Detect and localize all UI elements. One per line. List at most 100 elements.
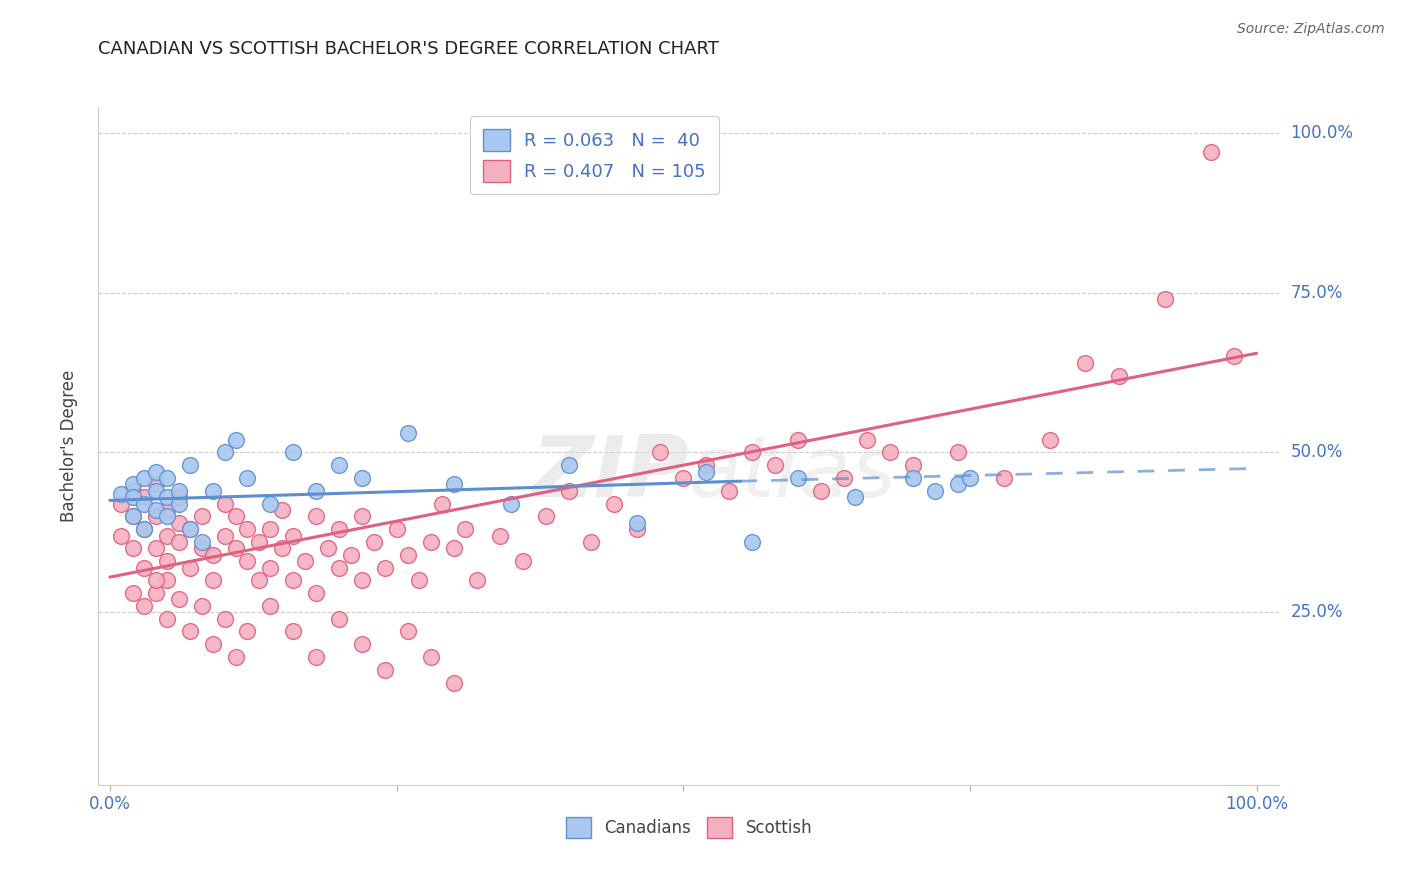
Text: ZIP: ZIP	[531, 432, 689, 515]
Point	[443, 541, 465, 556]
Point	[408, 574, 430, 588]
Point	[283, 624, 305, 639]
Point	[374, 663, 396, 677]
Point	[190, 599, 212, 613]
Point	[328, 560, 350, 574]
Point	[328, 458, 350, 473]
Point	[741, 535, 763, 549]
Point	[924, 483, 946, 498]
Point	[167, 535, 190, 549]
Point	[134, 522, 156, 536]
Point	[695, 458, 717, 473]
Point	[396, 548, 419, 562]
Point	[156, 490, 179, 504]
Point	[259, 560, 281, 574]
Point	[581, 535, 603, 549]
Point	[179, 560, 201, 574]
Point	[202, 574, 225, 588]
Point	[236, 522, 259, 536]
Point	[283, 445, 305, 459]
Point	[352, 574, 374, 588]
Point	[247, 574, 270, 588]
Point	[156, 503, 179, 517]
Point	[844, 490, 866, 504]
Point	[167, 483, 190, 498]
Point	[134, 560, 156, 574]
Point	[110, 487, 132, 501]
Point	[557, 483, 579, 498]
Point	[832, 471, 855, 485]
Point	[167, 516, 190, 530]
Point	[121, 490, 143, 504]
Point	[283, 528, 305, 542]
Point	[855, 433, 877, 447]
Point	[110, 528, 132, 542]
Point	[190, 509, 212, 524]
Point	[156, 509, 179, 524]
Point	[121, 509, 143, 524]
Point	[259, 497, 281, 511]
Point	[879, 445, 901, 459]
Point	[432, 497, 454, 511]
Point	[948, 477, 970, 491]
Point	[134, 497, 156, 511]
Point	[352, 637, 374, 651]
Point	[270, 541, 292, 556]
Point	[352, 509, 374, 524]
Point	[225, 509, 247, 524]
Point	[283, 574, 305, 588]
Point	[501, 497, 523, 511]
Point	[305, 483, 328, 498]
Point	[1108, 368, 1130, 383]
Point	[225, 433, 247, 447]
Point	[145, 503, 167, 517]
Point	[190, 541, 212, 556]
Point	[179, 458, 201, 473]
Point	[167, 497, 190, 511]
Point	[156, 554, 179, 568]
Point	[179, 522, 201, 536]
Point	[121, 477, 143, 491]
Point	[121, 541, 143, 556]
Point	[534, 509, 557, 524]
Point	[179, 624, 201, 639]
Point	[167, 592, 190, 607]
Point	[1039, 433, 1062, 447]
Text: 25.0%: 25.0%	[1291, 603, 1343, 622]
Point	[1153, 292, 1175, 306]
Point	[145, 574, 167, 588]
Point	[156, 612, 179, 626]
Point	[305, 586, 328, 600]
Point	[134, 471, 156, 485]
Point	[443, 477, 465, 491]
Point	[374, 560, 396, 574]
Point	[339, 548, 361, 562]
Point	[134, 522, 156, 536]
Point	[259, 522, 281, 536]
Point	[121, 586, 143, 600]
Point	[454, 522, 477, 536]
Point	[557, 458, 579, 473]
Point	[786, 471, 808, 485]
Point	[512, 554, 534, 568]
Point	[993, 471, 1015, 485]
Point	[488, 528, 510, 542]
Point	[225, 650, 247, 665]
Point	[167, 490, 190, 504]
Point	[236, 624, 259, 639]
Point	[385, 522, 408, 536]
Point	[626, 516, 648, 530]
Point	[352, 471, 374, 485]
Point	[110, 497, 132, 511]
Text: 100.0%: 100.0%	[1291, 124, 1354, 142]
Point	[145, 509, 167, 524]
Point	[959, 471, 981, 485]
Point	[270, 503, 292, 517]
Point	[695, 465, 717, 479]
Point	[121, 509, 143, 524]
Point	[202, 483, 225, 498]
Point	[1222, 350, 1244, 364]
Point	[948, 445, 970, 459]
Point	[134, 490, 156, 504]
Point	[156, 471, 179, 485]
